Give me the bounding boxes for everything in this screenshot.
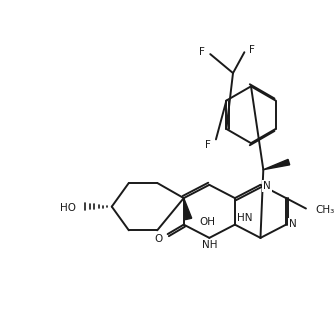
Text: OH: OH — [200, 217, 216, 227]
Polygon shape — [184, 198, 192, 220]
Text: HN: HN — [237, 213, 253, 223]
Text: NH: NH — [202, 240, 217, 251]
Text: F: F — [199, 47, 205, 57]
Text: HO: HO — [60, 203, 76, 213]
Text: N: N — [289, 219, 297, 229]
Text: N: N — [263, 181, 271, 191]
Polygon shape — [263, 159, 290, 170]
Text: O: O — [154, 234, 162, 244]
Text: CH₃: CH₃ — [315, 205, 334, 215]
Text: F: F — [249, 45, 255, 55]
Text: F: F — [205, 140, 211, 150]
